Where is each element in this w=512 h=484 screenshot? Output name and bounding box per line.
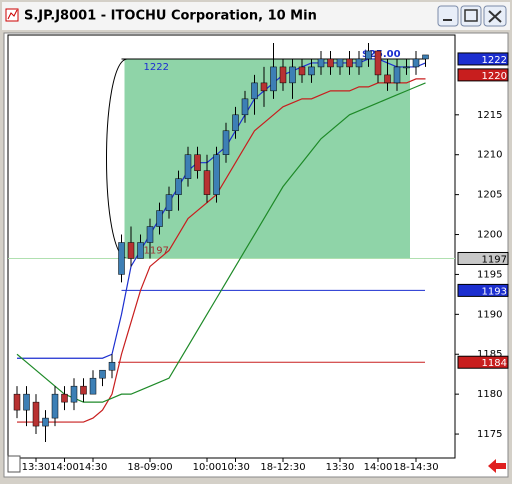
candle-body — [99, 369, 106, 379]
app-icon-glyph — [7, 9, 18, 20]
candle-body — [251, 82, 258, 100]
x-tick-label: 10:00 — [193, 462, 222, 473]
y-tick-label: 1210 — [477, 150, 502, 161]
level-marker — [457, 52, 509, 66]
candle-body — [336, 58, 344, 68]
candle-body — [279, 66, 287, 84]
candle-body — [61, 393, 68, 403]
candle-body — [241, 98, 249, 116]
candle-body — [289, 66, 296, 84]
box-top-label: 1222 — [144, 62, 169, 73]
candle-body — [175, 178, 182, 195]
candle-body — [13, 393, 21, 411]
x-tick-label: 13:30 — [22, 462, 51, 473]
level-marker — [457, 251, 509, 265]
x-tick-label: 18-09:00 — [127, 462, 172, 473]
x-tick-label: 13:30 — [326, 462, 355, 473]
candle-body — [194, 154, 201, 171]
x-tick-label: 18-12:30 — [260, 462, 305, 473]
level-marker — [457, 283, 509, 297]
level-marker — [457, 355, 509, 369]
candle-body — [355, 58, 363, 68]
y-tick-label: 1195 — [477, 269, 502, 280]
candle-body — [165, 194, 173, 211]
level-marker-label: 1193 — [482, 286, 507, 297]
profit-label: $25.00 — [362, 49, 401, 60]
candle-body — [32, 401, 40, 427]
title-bar — [2, 2, 510, 30]
maximize-glyph — [464, 9, 478, 22]
candle-body — [298, 66, 306, 76]
close-glyph — [488, 10, 502, 23]
scroll-box[interactable] — [7, 455, 21, 473]
candle-body — [384, 74, 391, 84]
x-tick-label: 14:00 — [364, 462, 393, 473]
candle-body — [70, 385, 78, 403]
x-tick-label: 18-14:30 — [393, 462, 438, 473]
y-tick-label: 1180 — [477, 389, 502, 400]
level-marker-label: 1222 — [482, 55, 507, 66]
candle-body — [108, 361, 116, 371]
candle-body — [156, 210, 163, 227]
candle-body — [327, 58, 334, 68]
candle-body — [317, 58, 325, 68]
y-tick-label: 1215 — [477, 110, 502, 121]
y-tick-label: 1175 — [477, 429, 502, 440]
candle-body — [365, 50, 372, 60]
candle-body — [346, 58, 353, 68]
candle-body — [422, 54, 429, 60]
candle-body — [184, 154, 192, 179]
candle-body — [80, 385, 87, 395]
y-tick-label: 1205 — [477, 190, 502, 201]
candle-body — [260, 82, 268, 92]
candle-body — [203, 170, 211, 195]
level-marker-label: 1197 — [482, 254, 507, 265]
level-marker-label: 1184 — [482, 358, 507, 369]
candle-body — [51, 393, 59, 419]
x-tick-label: 10:30 — [221, 462, 250, 473]
moving-average — [17, 78, 426, 423]
moving-average — [16, 82, 426, 403]
x-tick-label: 14:00 — [50, 462, 79, 473]
candle-body — [89, 377, 97, 395]
candle-body — [374, 50, 382, 76]
candle-body — [213, 154, 220, 195]
box-bottom-label: 1197 — [144, 245, 169, 256]
minimize-button[interactable] — [437, 5, 459, 27]
level-marker-label: 1220 — [482, 71, 507, 82]
y-tick-label: 1190 — [477, 309, 502, 320]
y-tick-label: 1185 — [477, 349, 502, 360]
candle-body — [222, 130, 230, 155]
candle-body — [42, 417, 49, 427]
candle-body — [23, 393, 30, 411]
scroll-arrow[interactable] — [488, 459, 506, 473]
level-marker — [457, 68, 509, 82]
y-tick-label: 1200 — [477, 230, 502, 241]
window-title: S.JP.J8001 - ITOCHU Corporation, 10 Min — [24, 9, 317, 24]
candle-body — [393, 66, 401, 84]
candle-body — [412, 58, 420, 68]
x-tick-label: 14:30 — [79, 462, 108, 473]
candle-body — [270, 66, 277, 92]
candle-body — [232, 114, 239, 132]
candle-body — [308, 66, 315, 76]
candle-body — [118, 242, 125, 275]
trade-box — [124, 58, 410, 259]
candle-body — [137, 242, 144, 259]
candle-body — [127, 242, 135, 259]
candle-body — [403, 66, 410, 69]
maximize-button[interactable] — [460, 5, 482, 27]
candle-body — [146, 226, 154, 243]
